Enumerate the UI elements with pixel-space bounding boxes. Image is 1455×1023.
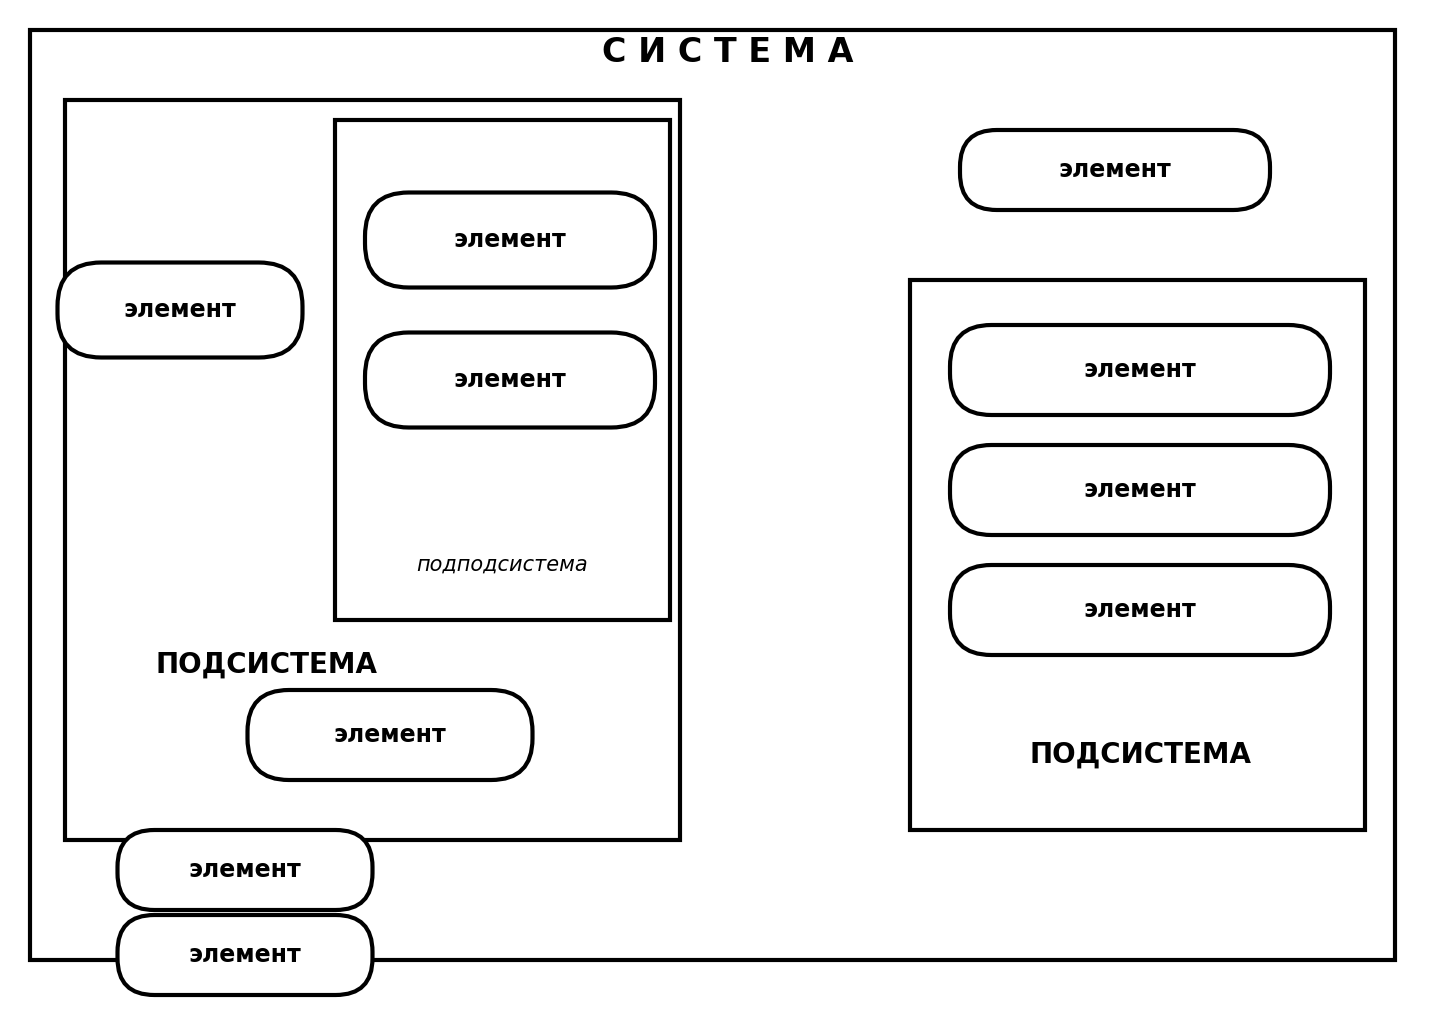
FancyBboxPatch shape: [58, 263, 303, 357]
FancyBboxPatch shape: [950, 565, 1330, 655]
Text: элемент: элемент: [454, 228, 566, 252]
Text: элемент: элемент: [333, 723, 447, 747]
FancyBboxPatch shape: [950, 445, 1330, 535]
Text: ПОДСИСТЕМА: ПОДСИСТЕМА: [1029, 741, 1251, 769]
Text: подподсистема: подподсистема: [416, 555, 588, 575]
Text: элемент: элемент: [1084, 478, 1196, 502]
Text: элемент: элемент: [189, 943, 301, 967]
FancyBboxPatch shape: [365, 332, 655, 428]
FancyBboxPatch shape: [247, 690, 533, 780]
Text: элемент: элемент: [124, 298, 236, 322]
Bar: [909, 280, 1365, 830]
Bar: [65, 100, 679, 840]
Text: элемент: элемент: [1059, 158, 1171, 182]
Bar: [335, 120, 669, 620]
Text: элемент: элемент: [1084, 358, 1196, 382]
FancyBboxPatch shape: [365, 192, 655, 287]
Text: элемент: элемент: [1084, 598, 1196, 622]
Text: С И С Т Е М А: С И С Т Е М А: [602, 36, 853, 69]
FancyBboxPatch shape: [118, 830, 372, 910]
FancyBboxPatch shape: [960, 130, 1270, 210]
Text: элемент: элемент: [454, 368, 566, 392]
FancyBboxPatch shape: [118, 915, 372, 995]
Text: ПОДСИСТЕМА: ПОДСИСТЕМА: [156, 651, 377, 679]
FancyBboxPatch shape: [950, 325, 1330, 415]
Text: элемент: элемент: [189, 858, 301, 882]
